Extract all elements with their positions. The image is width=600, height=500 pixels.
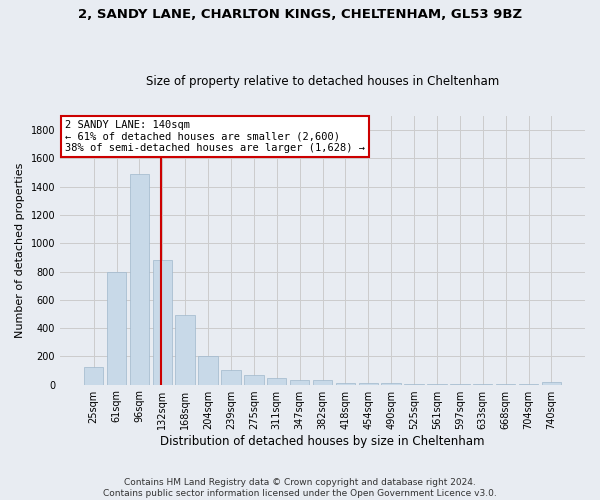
Bar [107, 272, 126, 384]
Bar [244, 376, 263, 384]
Bar [130, 174, 149, 384]
Bar [221, 370, 241, 384]
Bar [199, 356, 218, 384]
Text: Contains HM Land Registry data © Crown copyright and database right 2024.
Contai: Contains HM Land Registry data © Crown c… [103, 478, 497, 498]
Text: 2 SANDY LANE: 140sqm
← 61% of detached houses are smaller (2,600)
38% of semi-de: 2 SANDY LANE: 140sqm ← 61% of detached h… [65, 120, 365, 154]
Bar [335, 383, 355, 384]
Title: Size of property relative to detached houses in Cheltenham: Size of property relative to detached ho… [146, 76, 499, 88]
Bar [267, 378, 286, 384]
Bar [313, 380, 332, 384]
Bar [359, 383, 378, 384]
Bar [152, 260, 172, 384]
Bar [84, 367, 103, 384]
Bar [175, 316, 195, 384]
Bar [382, 383, 401, 384]
Y-axis label: Number of detached properties: Number of detached properties [15, 162, 25, 338]
Bar [542, 382, 561, 384]
Text: 2, SANDY LANE, CHARLTON KINGS, CHELTENHAM, GL53 9BZ: 2, SANDY LANE, CHARLTON KINGS, CHELTENHA… [78, 8, 522, 20]
X-axis label: Distribution of detached houses by size in Cheltenham: Distribution of detached houses by size … [160, 434, 485, 448]
Bar [290, 380, 310, 384]
